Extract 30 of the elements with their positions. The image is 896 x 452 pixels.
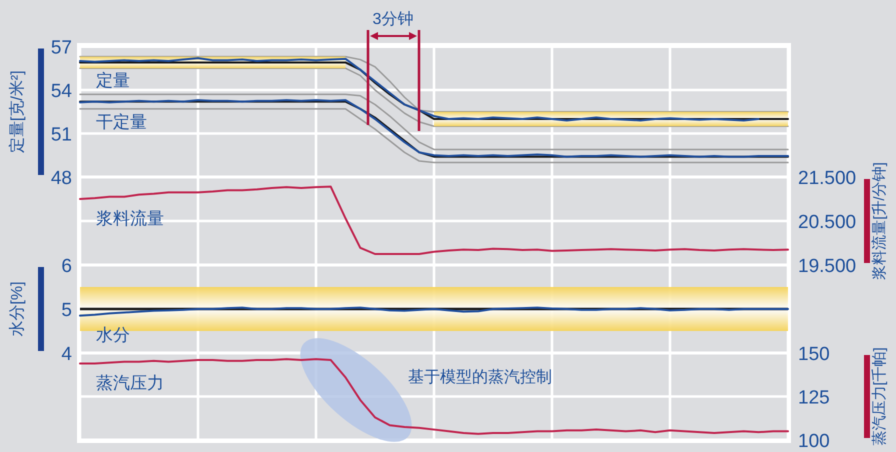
y-tick-label: 19.500: [798, 256, 856, 277]
y-axis-title: 水分[%]: [8, 281, 26, 337]
y-tick-label: 21.500: [798, 168, 856, 189]
series-label: 浆料流量: [96, 209, 164, 228]
line-series: [79, 56, 789, 112]
line-series: [79, 94, 789, 150]
series-label: 定量: [96, 71, 130, 90]
line-series: [79, 186, 789, 255]
line-series: [79, 108, 789, 164]
y-tick-label: 6: [61, 256, 72, 277]
y-tick-label: 48: [50, 168, 72, 189]
series-label: 干定量: [96, 112, 147, 132]
line-series: [79, 306, 789, 317]
y-tick-label: 51: [50, 124, 72, 146]
y-axis-title: 浆料流量[升/分钟]: [871, 162, 888, 280]
annotation: 基于模型的蒸汽控制: [408, 368, 552, 386]
series-label: 水分: [96, 326, 130, 345]
series-label: 蒸汽压力: [96, 373, 164, 392]
y-axis-title: 定量[克/米²]: [8, 70, 26, 154]
y-tick-label: 5: [61, 300, 72, 321]
y-tick-label: 54: [50, 81, 72, 102]
y-tick-label: 100: [798, 431, 830, 452]
y-tick-label: 125: [798, 388, 830, 408]
line-series: [79, 358, 789, 435]
y-tick-label: 4: [61, 344, 72, 365]
y-axis-title: 蒸汽压力[千帕]: [871, 347, 888, 446]
y-tick-label: 20.500: [798, 212, 856, 233]
text: 3分钟: [372, 11, 414, 28]
y-tick-label: 150: [798, 344, 830, 365]
y-tick-label: 57: [50, 38, 72, 58]
